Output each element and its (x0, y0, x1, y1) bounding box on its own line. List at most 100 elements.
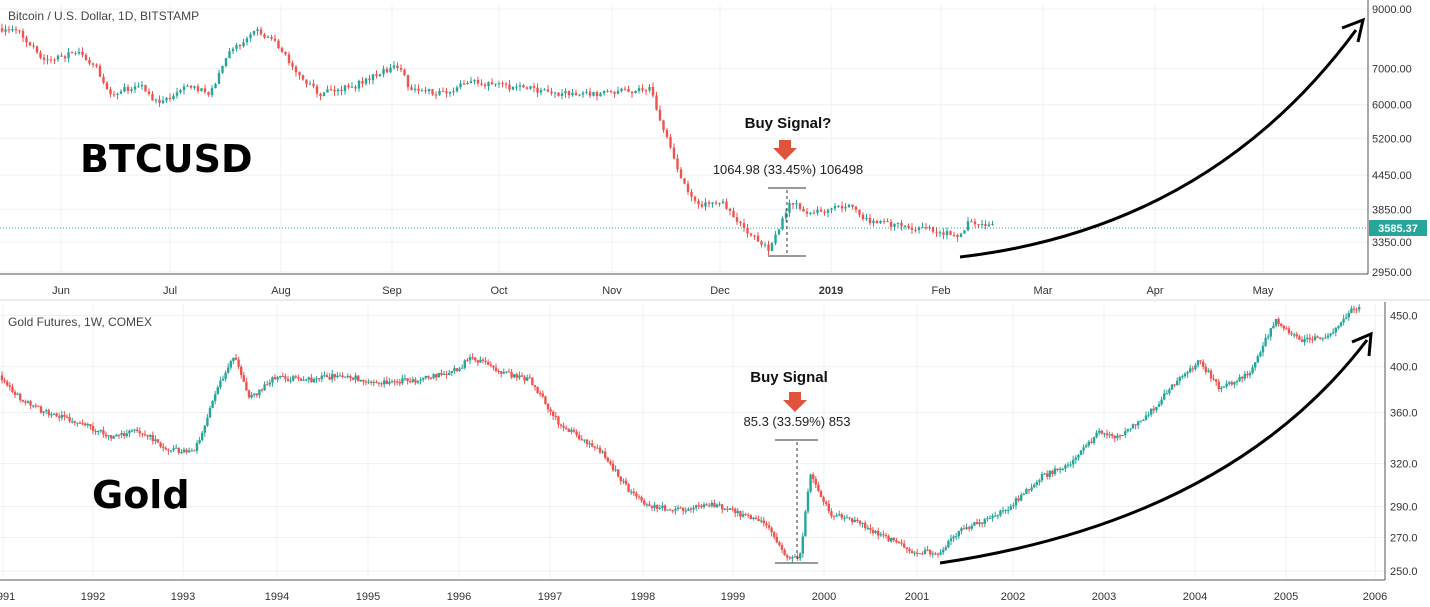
candle-body (672, 147, 676, 159)
candle-body (13, 391, 17, 395)
candle-body (273, 38, 277, 41)
candle-body (928, 227, 931, 229)
candle-body (819, 209, 823, 212)
candle-body (102, 430, 105, 435)
candle-body (329, 89, 333, 91)
candle-body (565, 427, 568, 430)
candle-body (97, 431, 100, 433)
candle-body (377, 382, 381, 384)
candle-body (16, 393, 19, 395)
candle-body (549, 409, 552, 412)
y-tick-label: 9000.00 (1372, 4, 1412, 16)
candle-body (536, 87, 539, 93)
candle-body (208, 407, 212, 418)
candle-body (817, 484, 820, 492)
candle-body (965, 527, 968, 529)
candle-body (130, 89, 133, 91)
candle-body (557, 92, 560, 96)
candle-body (693, 196, 697, 201)
candle-body (1342, 318, 1345, 323)
candle-body (1131, 424, 1135, 429)
candle-body (1072, 459, 1075, 465)
candle-body (94, 430, 97, 433)
candle-body (126, 86, 130, 91)
candle-body (739, 221, 742, 224)
candle-body (490, 82, 494, 84)
candle-body (390, 381, 394, 383)
candle-body (1209, 370, 1213, 379)
btc-projection-arrowhead-icon (1341, 17, 1366, 43)
candle-body (1012, 505, 1015, 507)
candle-body (1079, 450, 1083, 456)
candle-body (762, 520, 765, 524)
candle-body (71, 421, 74, 423)
candle-body (280, 48, 284, 52)
candle-body (47, 410, 50, 416)
candle-body (795, 203, 798, 205)
candle-body (385, 380, 388, 384)
candle-body (886, 221, 889, 223)
gold-pane[interactable]: 450.0 400.0 360.0 320.0 290.0 270.0 250.0 1991… (0, 302, 1418, 603)
candle-body (308, 83, 312, 85)
candle-body (305, 79, 308, 85)
candle-body (669, 136, 672, 148)
btc-pane[interactable]: 9000.00 7000.00 6000.00 5200.00 4450.00 3850.… (0, 0, 1427, 297)
candle-body (1147, 414, 1150, 416)
candle-body (999, 510, 1002, 516)
candle-body (448, 372, 451, 375)
candle-body (913, 552, 916, 554)
candle-body (441, 90, 445, 92)
candle-body (29, 401, 32, 406)
candle-body (58, 416, 61, 418)
candle-body (715, 504, 719, 508)
candle-body (63, 414, 66, 417)
candle-body (956, 235, 959, 237)
candle-body (705, 504, 708, 506)
candle-body (847, 204, 851, 207)
candle-body (853, 520, 856, 523)
candle-body (1332, 332, 1335, 334)
candle-body (151, 93, 154, 101)
candle-body (923, 549, 927, 554)
candle-body (21, 399, 24, 402)
candle-body (452, 91, 455, 93)
y-tick-label: 4450.00 (1372, 170, 1412, 182)
candle-body (802, 208, 805, 212)
candle-body (367, 381, 370, 383)
y-tick-label: 2950.00 (1372, 267, 1412, 279)
candle-body (648, 86, 651, 91)
candle-body (570, 429, 573, 432)
candle-body (479, 359, 482, 363)
candle-body (1183, 373, 1187, 377)
candle-body (1116, 435, 1119, 439)
candle-body (676, 158, 679, 170)
candle-body (37, 405, 40, 407)
candle-body (690, 191, 693, 197)
candle-body (781, 218, 784, 230)
candle-body (746, 227, 749, 234)
candle-body (466, 360, 469, 362)
candle-body (578, 94, 581, 96)
candle-body (120, 433, 123, 435)
candle-body (91, 63, 95, 65)
candle-body (879, 534, 882, 536)
candle-body (593, 446, 596, 448)
candle-body (1053, 468, 1057, 474)
candle-body (413, 88, 417, 90)
candle-body (770, 243, 774, 251)
candle-body (585, 439, 589, 445)
gold-x-ticks: 1991 1992 1993 1994 1995 1996 1997 1998 1999 2000… (0, 591, 1387, 603)
candle-body (1066, 464, 1070, 466)
candle-body (567, 91, 571, 96)
candle-body (882, 220, 886, 222)
candle-body (960, 528, 963, 531)
candle-body (531, 377, 534, 386)
candle-body (574, 92, 578, 95)
candle-body (550, 91, 553, 94)
candle-body (725, 201, 728, 209)
candle-body (747, 514, 750, 516)
candle-body (149, 434, 152, 437)
candle-body (232, 357, 235, 362)
candle-body (1191, 368, 1194, 370)
